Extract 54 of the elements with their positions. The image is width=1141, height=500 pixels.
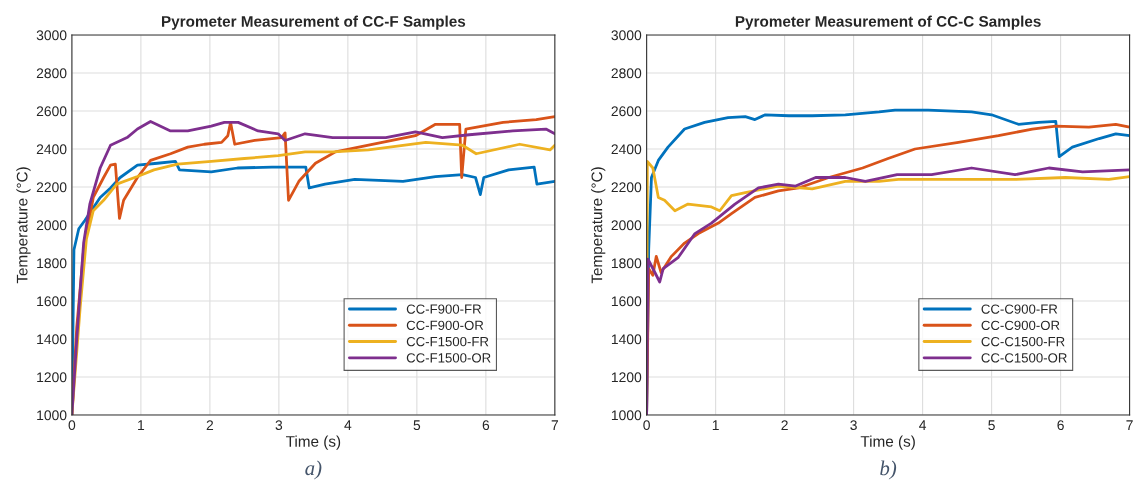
y-tick-label: 1800 xyxy=(611,258,642,269)
y-tick-label: 3000 xyxy=(611,30,642,41)
x-tick-label: 3 xyxy=(275,420,283,431)
y-axis-title: Temperature (°C) xyxy=(591,167,606,284)
x-tick-label: 2 xyxy=(781,420,788,430)
y-tick-label: 2400 xyxy=(36,144,67,155)
y-tick-label: 2800 xyxy=(36,68,67,79)
x-axis-title: Time (s) xyxy=(286,435,341,450)
legend-label: CC-C900-FR xyxy=(981,304,1058,314)
x-axis-title: Time (s) xyxy=(860,435,915,450)
y-axis-title: Temperature (°C) xyxy=(16,167,31,284)
x-tick-label: 7 xyxy=(551,420,559,430)
x-tick-label: 5 xyxy=(413,420,421,431)
y-tick-label: 2200 xyxy=(611,182,642,193)
y-tick-label: 1200 xyxy=(611,372,642,383)
y-tick-label: 1200 xyxy=(37,372,67,383)
x-tick-label: 7 xyxy=(1126,420,1133,430)
x-tick-label: 0 xyxy=(68,420,76,431)
legend-label: CC-C1500-OR xyxy=(981,353,1067,363)
x-tick-label: 6 xyxy=(482,420,490,431)
y-tick-label: 2200 xyxy=(36,182,67,193)
chart-title: Pyrometer Measurement of CC-C Samples xyxy=(735,15,1041,30)
x-tick-label: 5 xyxy=(988,420,995,431)
y-tick-label: 2000 xyxy=(611,220,642,231)
legend-label: CC-F900-FR xyxy=(406,304,482,314)
y-tick-label: 2600 xyxy=(611,106,642,117)
x-tick-label: 2 xyxy=(206,420,214,430)
x-tick-label: 1 xyxy=(712,420,719,430)
legend-label: CC-C900-OR xyxy=(981,320,1060,330)
x-tick-label: 6 xyxy=(1057,420,1064,431)
x-tick-label: 4 xyxy=(344,420,352,430)
x-tick-label: 0 xyxy=(643,420,650,431)
legend-label: CC-C1500-FR xyxy=(981,336,1065,347)
y-tick-label: 2600 xyxy=(36,106,67,117)
y-tick-label: 2400 xyxy=(611,144,642,155)
x-tick-label: 1 xyxy=(138,420,145,430)
x-tick-label: 3 xyxy=(850,420,857,431)
y-tick-label: 1000 xyxy=(37,410,67,421)
y-tick-label: 2800 xyxy=(611,68,642,79)
legend-label: CC-F900-OR xyxy=(406,320,484,330)
y-tick-label: 1800 xyxy=(37,258,67,269)
legend-label: CC-F1500-FR xyxy=(406,336,489,347)
x-tick-label: 4 xyxy=(919,420,927,430)
legend-label: CC-F1500-OR xyxy=(406,353,491,363)
y-tick-label: 1600 xyxy=(37,296,67,307)
y-tick-label: 3000 xyxy=(36,30,67,41)
y-tick-label: 1600 xyxy=(611,296,642,307)
text: a) xyxy=(305,460,322,480)
y-tick-label: 1400 xyxy=(611,334,642,345)
chart-title: Pyrometer Measurement of CC-F Samples xyxy=(162,15,466,30)
y-tick-label: 2000 xyxy=(36,220,67,231)
y-tick-label: 1400 xyxy=(37,334,67,345)
y-tick-label: 1000 xyxy=(611,410,642,421)
text: b) xyxy=(880,460,897,480)
